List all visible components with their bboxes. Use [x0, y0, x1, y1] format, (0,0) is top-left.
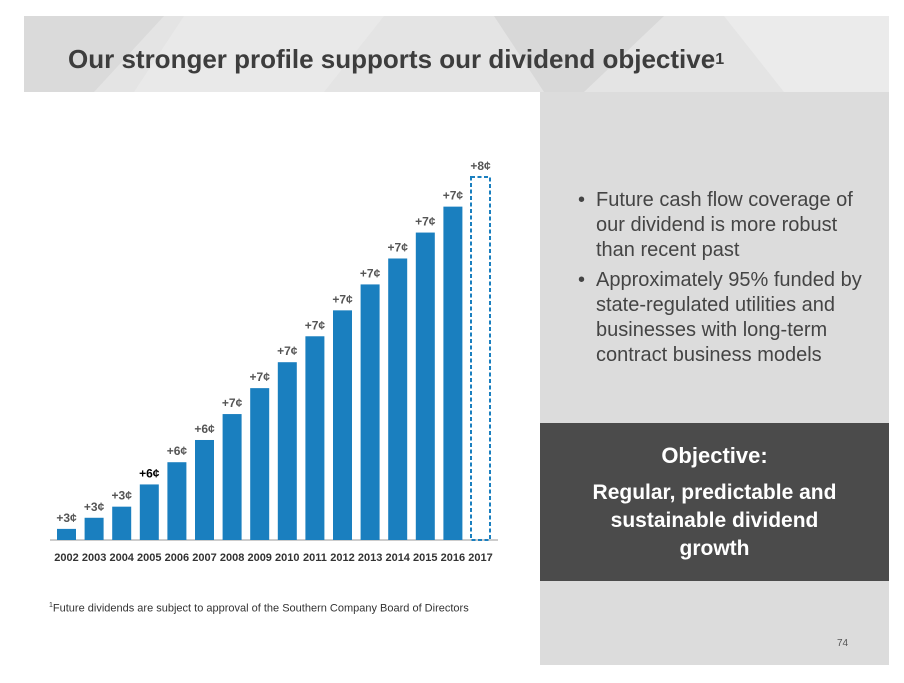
data-label: +7¢	[250, 370, 271, 384]
data-label: +7¢	[443, 189, 464, 203]
objective-box: Objective: Regular, predictable and sust…	[540, 423, 889, 581]
footnote-marker: 1	[49, 602, 53, 609]
bar	[333, 310, 352, 540]
bar	[222, 414, 242, 540]
data-label: +6¢	[167, 444, 188, 458]
header-facets	[24, 16, 889, 92]
data-label: +3¢	[84, 500, 105, 514]
x-tick-label: 2007	[192, 552, 216, 564]
x-tick-label: 2006	[165, 552, 189, 564]
x-tick-label: 2003	[82, 552, 106, 564]
x-tick-label: 2002	[54, 552, 78, 564]
bar	[277, 362, 297, 540]
bar	[250, 388, 270, 540]
x-tick-label: 2010	[275, 552, 299, 564]
data-label: +6¢	[139, 466, 160, 480]
bullet-dot-icon: •	[578, 269, 586, 291]
page-number: 74	[837, 638, 849, 649]
bar	[167, 462, 187, 540]
bar	[139, 484, 159, 540]
data-label: +7¢	[305, 318, 326, 332]
bar	[443, 206, 463, 540]
bullet-item: • Approximately 95% funded by state-regul…	[578, 269, 862, 366]
bullet-item: • Future cash flow coverage of our divide…	[578, 189, 853, 261]
footnote: 1Future dividends are subject to approva…	[49, 602, 469, 615]
bar	[388, 258, 408, 540]
data-label: +6¢	[194, 422, 215, 436]
data-label: +3¢	[56, 511, 77, 525]
bar	[112, 506, 132, 540]
header-band: Our stronger profile supports our divide…	[24, 16, 889, 92]
chart-svg: +3¢ 2002 +3¢ 2003 +3¢ 2004 +6¢ 2005 +6¢ 2006 +6¢ 20…	[50, 159, 498, 564]
bar	[195, 439, 214, 540]
footnote-text: Future dividends are subject to approval…	[52, 602, 469, 615]
bullet-dot-icon: •	[578, 189, 586, 211]
data-label: +7¢	[332, 292, 353, 306]
page-title: Our stronger profile supports our divide…	[68, 44, 725, 74]
data-label: +7¢	[360, 266, 381, 280]
x-tick-label: 2008	[220, 552, 244, 564]
bar	[305, 336, 325, 540]
x-tick-label: 2011	[303, 552, 327, 564]
data-label: +8¢	[470, 159, 491, 173]
bullet-list: • Future cash flow coverage of our divide…	[576, 188, 866, 373]
x-tick-label: 2014	[385, 552, 410, 564]
bar	[360, 284, 380, 540]
x-tick-label: 2017	[468, 552, 492, 564]
data-label: +3¢	[112, 489, 133, 503]
x-tick-label: 2015	[413, 552, 437, 564]
x-tick-label: 2016	[441, 552, 465, 564]
x-tick-label: 2012	[330, 552, 354, 564]
bar	[84, 517, 104, 540]
data-label: +7¢	[415, 215, 436, 229]
x-tick-label: 2005	[137, 552, 161, 564]
bar	[415, 232, 435, 540]
bar-projected	[470, 176, 491, 541]
data-label: +7¢	[277, 344, 298, 358]
data-label: +7¢	[222, 396, 243, 410]
objective-heading: Objective:	[661, 443, 768, 468]
dividend-growth-chart: +3¢ 2002 +3¢ 2003 +3¢ 2004 +6¢ 2005 +6¢ 2006 +6¢ 20…	[40, 140, 510, 585]
title-footnote-marker: 1	[715, 51, 725, 68]
data-label: +7¢	[388, 240, 409, 254]
right-panel: • Future cash flow coverage of our divide…	[540, 92, 889, 665]
x-tick-label: 2013	[358, 552, 382, 564]
x-tick-label: 2009	[247, 552, 271, 564]
bar	[57, 528, 76, 540]
objective-text: Regular, predictable and sustainable div…	[592, 481, 837, 560]
x-tick-label: 2004	[109, 552, 134, 564]
